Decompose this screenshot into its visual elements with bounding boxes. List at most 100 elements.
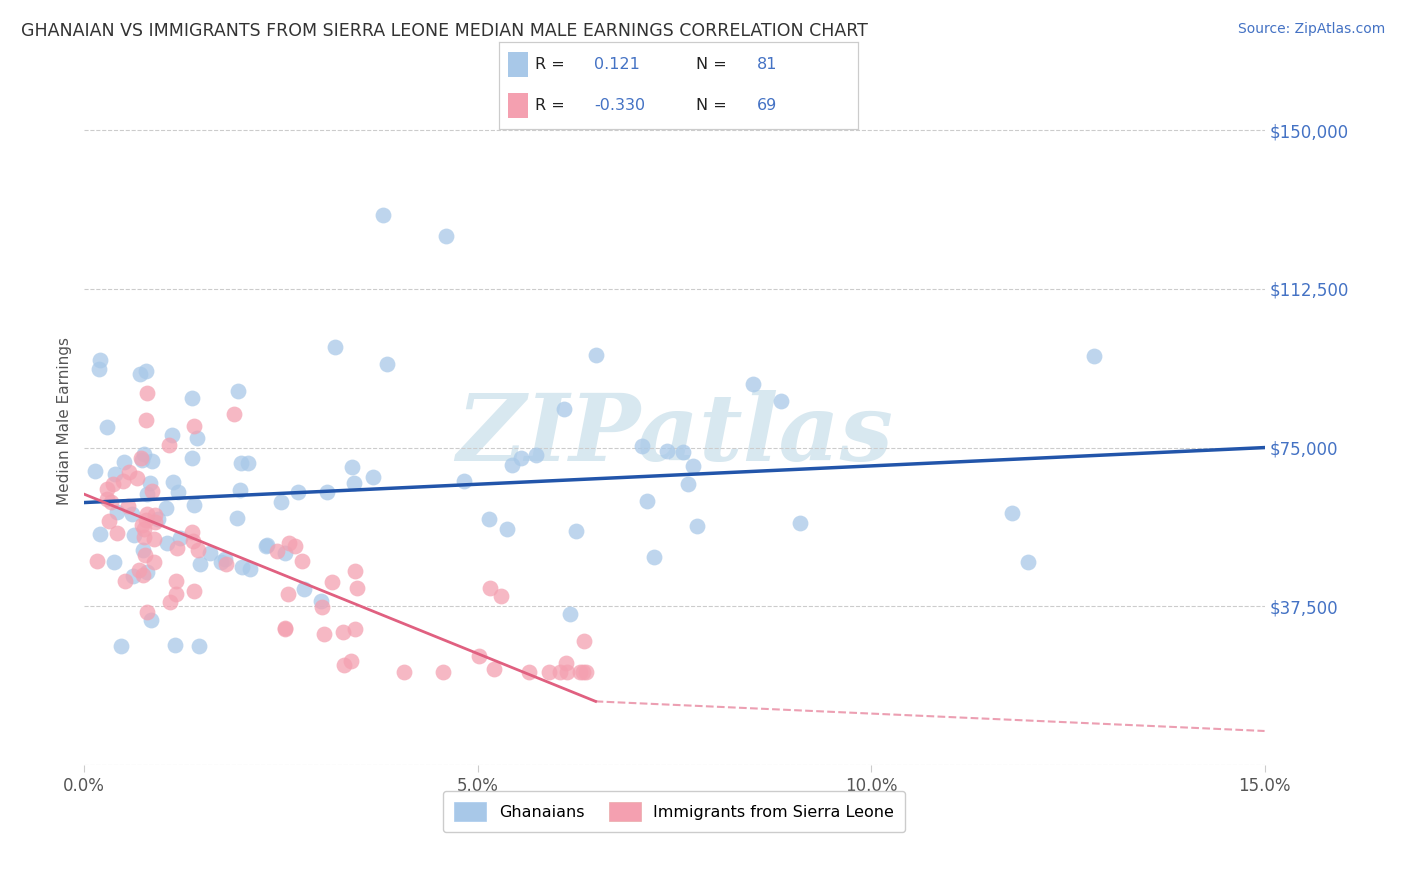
Point: [575, 665, 598, 679]
Point: [183, 534, 205, 549]
Point: [157, 438, 180, 452]
Point: [585, 347, 607, 361]
Point: [510, 450, 533, 465]
Point: [187, 543, 209, 558]
Point: [198, 546, 221, 560]
Text: 81: 81: [758, 57, 778, 72]
Point: [135, 605, 157, 619]
Text: 69: 69: [758, 98, 778, 113]
Point: [278, 536, 301, 550]
Point: [141, 483, 163, 498]
Point: [636, 493, 658, 508]
Point: [501, 458, 523, 472]
Point: [122, 528, 145, 542]
Point: [344, 564, 367, 578]
Point: [186, 431, 208, 445]
Bar: [508, 94, 527, 118]
Point: [655, 444, 678, 458]
Point: [434, 229, 457, 244]
Point: [686, 518, 709, 533]
Point: [672, 445, 695, 459]
Point: [135, 363, 157, 377]
Point: [134, 447, 156, 461]
Point: [538, 665, 561, 679]
Point: [136, 487, 159, 501]
Point: [138, 475, 160, 490]
Point: [87, 361, 110, 376]
Point: [273, 622, 295, 636]
Point: [132, 530, 155, 544]
Point: [226, 384, 249, 398]
Point: [101, 477, 124, 491]
Point: [162, 475, 184, 489]
Point: [342, 460, 364, 475]
Legend: Ghanaians, Immigrants from Sierra Leone: Ghanaians, Immigrants from Sierra Leone: [443, 790, 905, 832]
Point: [482, 662, 505, 676]
Point: [145, 508, 167, 523]
Point: [163, 638, 186, 652]
Point: [183, 419, 205, 434]
Point: [112, 455, 135, 469]
Point: [128, 563, 150, 577]
Point: [284, 539, 307, 553]
Point: [103, 555, 125, 569]
Point: [1001, 506, 1024, 520]
Point: [166, 541, 188, 555]
Point: [479, 581, 502, 595]
Point: [560, 607, 582, 621]
Point: [226, 511, 249, 525]
Point: [135, 512, 157, 526]
Point: [375, 357, 398, 371]
Point: [105, 525, 128, 540]
Point: [110, 640, 132, 654]
Point: [256, 539, 278, 553]
Point: [496, 522, 519, 536]
Point: [361, 470, 384, 484]
Point: [742, 377, 765, 392]
Point: [131, 567, 153, 582]
Point: [274, 546, 297, 560]
Text: R =: R =: [534, 57, 565, 72]
Point: [789, 516, 811, 530]
Point: [643, 550, 665, 565]
Point: [214, 558, 236, 572]
Point: [104, 467, 127, 481]
Text: Source: ZipAtlas.com: Source: ZipAtlas.com: [1237, 22, 1385, 37]
Point: [155, 501, 177, 516]
Point: [105, 505, 128, 519]
Point: [89, 352, 111, 367]
Point: [141, 613, 163, 627]
Point: [287, 485, 309, 500]
Point: [118, 465, 141, 479]
Point: [136, 566, 159, 580]
Text: N =: N =: [696, 98, 727, 113]
Point: [371, 208, 394, 222]
Point: [136, 385, 159, 400]
Point: [631, 439, 654, 453]
Point: [236, 456, 259, 470]
Point: [266, 543, 288, 558]
Text: GHANAIAN VS IMMIGRANTS FROM SIERRA LEONE MEDIAN MALE EARNINGS CORRELATION CHART: GHANAIAN VS IMMIGRANTS FROM SIERRA LEONE…: [21, 22, 868, 40]
Point: [312, 627, 335, 641]
Point: [165, 574, 187, 588]
Point: [1083, 349, 1105, 363]
Point: [565, 524, 588, 539]
Point: [188, 640, 211, 654]
Point: [180, 525, 202, 540]
Point: [277, 587, 299, 601]
Point: [432, 665, 454, 679]
Point: [270, 494, 292, 508]
Point: [134, 522, 156, 536]
Point: [332, 657, 354, 672]
Point: [135, 508, 157, 522]
Point: [239, 562, 262, 576]
Point: [98, 514, 121, 528]
Point: [1017, 555, 1039, 569]
Point: [770, 393, 793, 408]
Point: [183, 583, 205, 598]
Point: [96, 482, 118, 496]
Point: [181, 392, 204, 406]
Point: [132, 543, 155, 558]
Point: [214, 552, 236, 566]
Point: [156, 536, 179, 550]
